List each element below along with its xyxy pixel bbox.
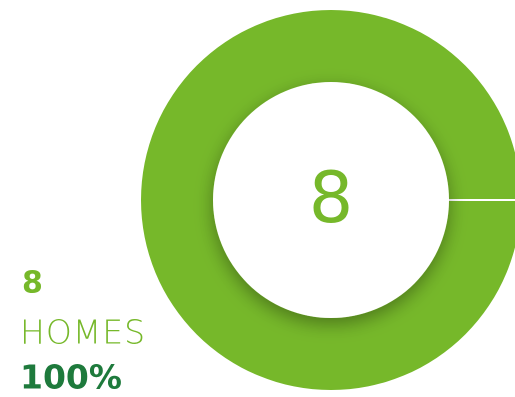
legend-percent: 100% (20, 358, 122, 397)
center-total: 8 (309, 157, 354, 239)
legend-count: 8 (22, 266, 43, 301)
donut-hole (213, 82, 449, 318)
donut-slice (141, 10, 515, 390)
donut (141, 10, 515, 390)
legend-label: HOMES (20, 313, 146, 352)
